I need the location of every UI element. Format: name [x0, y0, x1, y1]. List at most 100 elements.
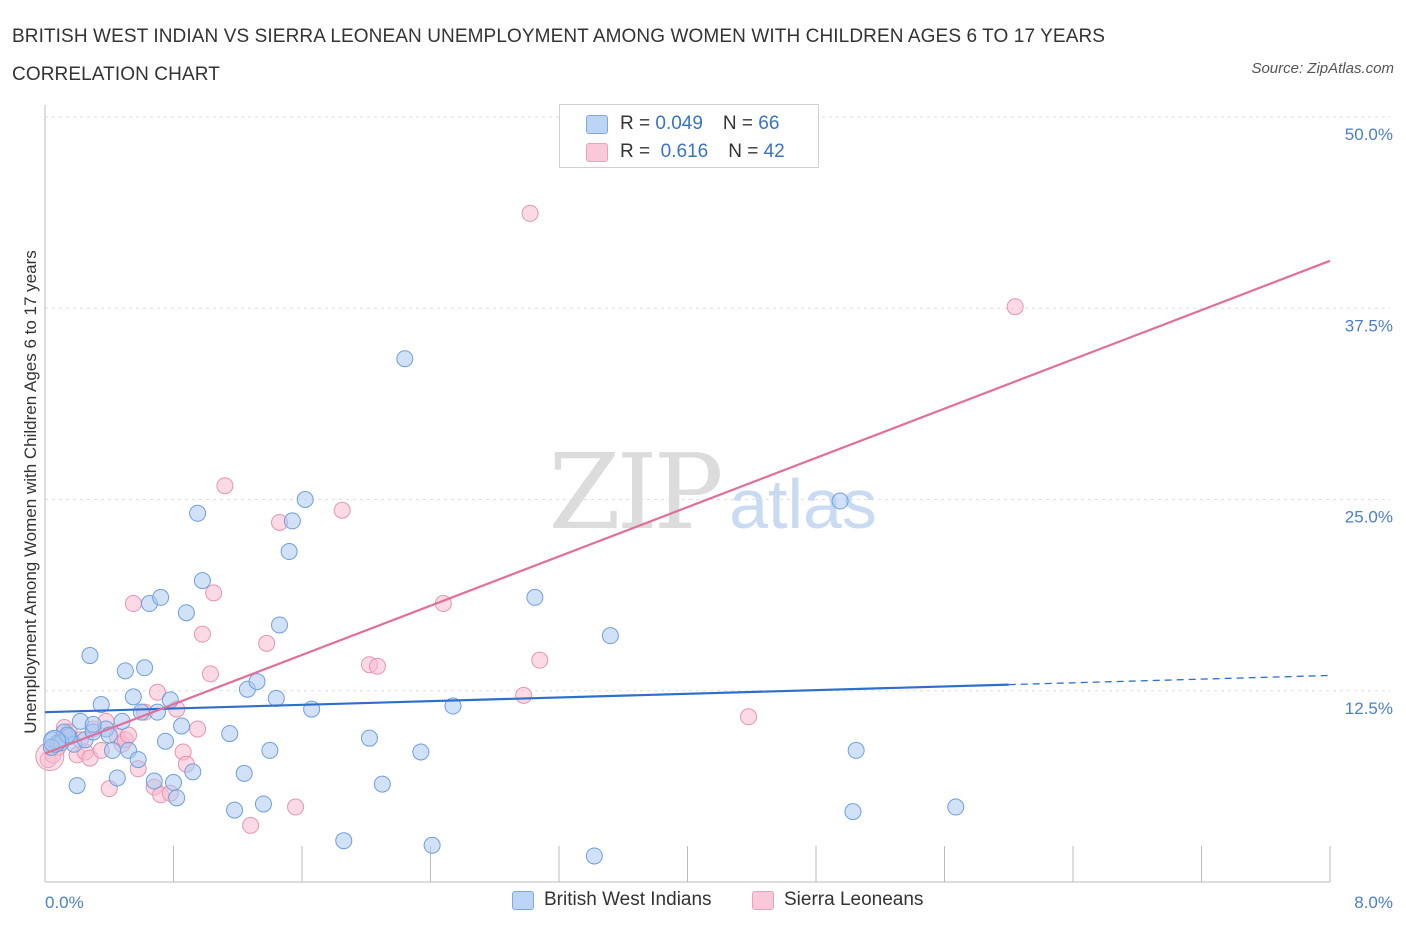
data-point-british-west-indian — [108, 769, 126, 787]
data-point-british-west-indian — [601, 627, 619, 645]
y-axis-title: Unemployment Among Women with Children A… — [21, 250, 40, 734]
data-point-british-west-indian — [248, 673, 266, 691]
y-tick-label: 25.0% — [1345, 508, 1393, 527]
data-point-british-west-indian — [280, 543, 298, 561]
data-point-british-west-indian — [847, 741, 865, 759]
data-point-british-west-indian — [184, 763, 202, 781]
legend-n-value: 42 — [763, 141, 785, 162]
data-point-british-west-indian — [283, 512, 301, 530]
bottom-legend-swatch-pink — [752, 890, 774, 910]
bottom-legend-swatch-blue — [512, 890, 534, 910]
data-point-sierra-leonean — [148, 683, 166, 701]
data-point-british-west-indian — [844, 803, 862, 821]
data-point-british-west-indian — [124, 688, 142, 706]
y-tick-label: 37.5% — [1345, 316, 1393, 335]
data-point-sierra-leonean — [193, 625, 211, 643]
data-point-british-west-indian — [168, 789, 186, 807]
data-point-british-west-indian — [116, 662, 134, 680]
bottom-legend-item-pink[interactable]: Sierra Leoneans — [752, 889, 923, 911]
y-tick-label: 50.0% — [1345, 125, 1393, 144]
trend-line-british-west-indians-extension — [1008, 674, 1331, 686]
legend-n-label: N = — [722, 113, 759, 134]
data-point-sierra-leonean — [740, 708, 758, 726]
data-point-british-west-indian — [296, 491, 314, 508]
legend-row-pink: R = 0.616 N = 42 — [586, 139, 785, 165]
data-point-sierra-leonean — [258, 634, 276, 652]
x-tick-label: 0.0% — [45, 893, 84, 912]
trend-line-british-west-indians — [44, 683, 1009, 714]
bottom-legend-label-blue: British West Indians — [544, 889, 712, 910]
data-point-british-west-indian — [129, 751, 147, 769]
data-point-sierra-leonean — [1006, 298, 1024, 316]
data-point-british-west-indian — [831, 492, 849, 510]
data-point-sierra-leonean — [201, 665, 219, 683]
source-label: Source: ZipAtlas.com — [1251, 60, 1394, 77]
data-point-sierra-leonean — [287, 798, 305, 816]
trend-lines — [44, 259, 1331, 755]
data-point-british-west-indian — [152, 588, 170, 606]
data-point-british-west-indian — [177, 604, 195, 622]
data-point-british-west-indian — [221, 725, 239, 743]
data-point-british-west-indian — [173, 717, 191, 735]
legend-n-value: 66 — [758, 113, 780, 134]
data-point-british-west-indian — [271, 616, 289, 634]
data-point-british-west-indian — [360, 729, 378, 747]
data-point-british-west-indian — [92, 696, 110, 714]
data-point-british-west-indian — [81, 647, 99, 665]
data-point-sierra-leonean — [531, 651, 549, 669]
data-point-sierra-leonean — [242, 816, 260, 834]
bottom-legend-label-pink: Sierra Leoneans — [784, 889, 924, 910]
watermark: ZIP atlas — [548, 431, 877, 553]
legend-swatch-pink — [586, 142, 608, 162]
data-point-british-west-indian — [261, 741, 279, 759]
bottom-legend: British West Indians Sierra Leoneans — [0, 889, 1406, 915]
data-point-british-west-indian — [145, 772, 163, 790]
data-point-sierra-leonean — [368, 657, 386, 675]
data-point-british-west-indian — [226, 801, 244, 819]
data-point-british-west-indian — [423, 836, 441, 854]
data-point-british-west-indian — [68, 777, 86, 795]
data-point-british-west-indian — [267, 689, 285, 707]
data-point-sierra-leonean — [333, 501, 351, 519]
chart-title: BRITISH WEST INDIAN VS SIERRA LEONEAN UN… — [12, 26, 1106, 85]
tick-labels: 12.5% 25.0% 37.5% 50.0% 0.0% 8.0% — [45, 125, 1393, 912]
data-point-british-west-indian — [947, 798, 965, 816]
watermark-zip: ZIP — [548, 431, 720, 553]
grid-layer — [45, 116, 1390, 692]
legend-r-value: 0.049 — [655, 113, 703, 134]
trend-line-sierra-leoneans — [44, 259, 1331, 755]
legend-r-label: R = — [620, 141, 656, 162]
data-point-british-west-indian — [193, 572, 211, 590]
data-point-sierra-leonean — [205, 584, 223, 602]
data-point-british-west-indian — [84, 715, 102, 733]
data-point-british-west-indian — [526, 588, 544, 606]
legend-n-label: N = — [728, 141, 764, 162]
stats-legend: R = 0.049 N = 66 R = 0.616 N = 42 — [559, 104, 819, 168]
data-point-british-west-indian — [103, 741, 121, 759]
legend-r-value: 0.616 — [655, 141, 709, 162]
data-point-british-west-indian — [373, 775, 391, 793]
data-point-sierra-leonean — [189, 720, 207, 738]
data-point-british-west-indian — [335, 832, 353, 850]
watermark-atlas: atlas — [729, 465, 877, 543]
data-point-sierra-leonean — [521, 204, 539, 222]
legend-row-blue: R = 0.049 N = 66 — [586, 111, 779, 137]
y-tick-label: 12.5% — [1345, 699, 1393, 718]
legend-swatch-blue — [586, 114, 608, 134]
data-point-sierra-leonean — [124, 595, 142, 613]
data-point-british-west-indian — [189, 504, 207, 522]
x-tick-label: 8.0% — [1354, 893, 1393, 912]
data-point-british-west-indian — [585, 847, 603, 865]
bottom-legend-item-blue[interactable]: British West Indians — [512, 889, 712, 911]
series-british-west-indians — [42, 350, 965, 865]
data-point-british-west-indian — [165, 774, 182, 792]
data-point-sierra-leonean — [216, 477, 234, 495]
data-point-british-west-indian — [235, 764, 253, 782]
data-point-british-west-indian — [156, 732, 174, 750]
data-point-british-west-indian — [444, 697, 462, 715]
data-point-british-west-indian — [136, 659, 154, 677]
data-point-british-west-indian — [254, 795, 272, 813]
legend-r-label: R = — [620, 113, 656, 134]
data-point-british-west-indian — [396, 350, 414, 368]
